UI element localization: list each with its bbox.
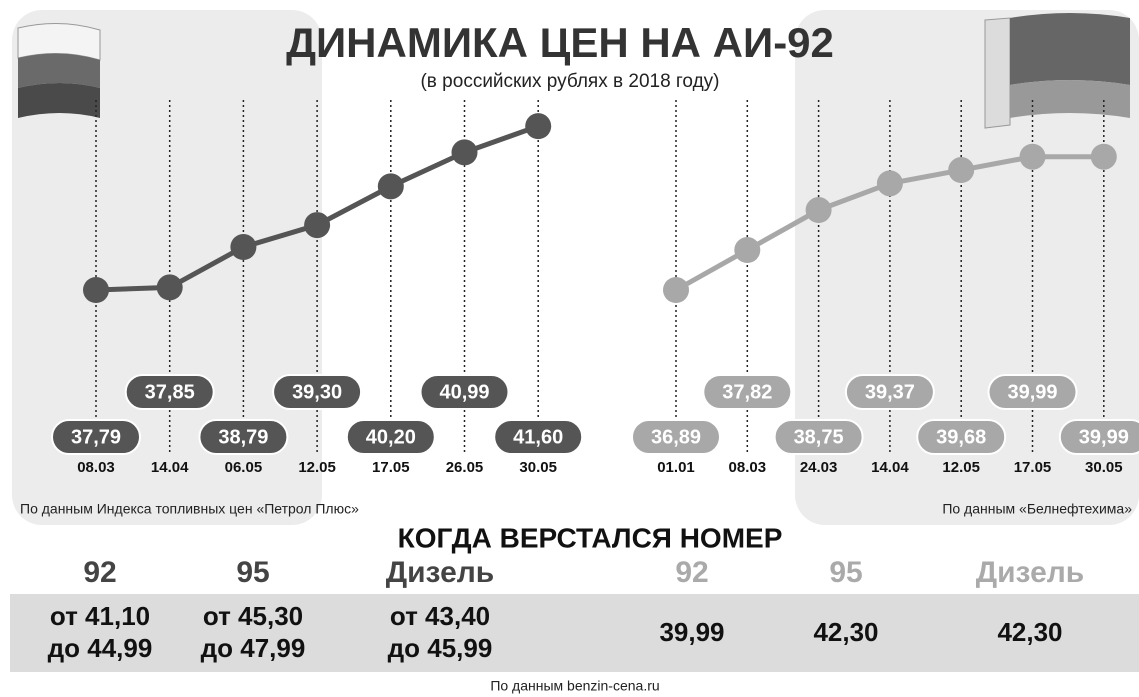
subtitle: (в российских рублях в 2018 году) <box>420 71 719 92</box>
point <box>877 170 903 196</box>
infographic: ДИНАМИКА ЦЕН НА АИ-92 (в российских рубл… <box>0 0 1139 697</box>
table-band <box>10 594 1139 672</box>
column-header: 95 <box>236 556 269 589</box>
x-tick-label: 17.05 <box>372 459 410 476</box>
x-tick-label: 30.05 <box>519 459 557 476</box>
cell-text: до 45,99 <box>388 633 493 663</box>
point <box>806 197 832 223</box>
point <box>663 277 689 303</box>
x-tick-label: 14.04 <box>151 459 189 476</box>
value-label: 41,60 <box>513 426 563 448</box>
x-tick-label: 30.05 <box>1085 459 1123 476</box>
title: ДИНАМИКА ЦЕН НА АИ-92 <box>286 19 834 66</box>
column-header: 92 <box>675 556 708 589</box>
x-tick-label: 08.03 <box>77 459 115 476</box>
value-label: 38,79 <box>218 426 268 448</box>
point <box>378 173 404 199</box>
cell-text: до 44,99 <box>48 633 153 663</box>
x-tick-label: 12.05 <box>942 459 980 476</box>
point <box>230 234 256 260</box>
column-header: 92 <box>83 556 116 589</box>
chart-source: По данным «Белнефтехима» <box>942 501 1132 517</box>
point <box>1091 144 1117 170</box>
point <box>948 157 974 183</box>
cell-text: до 47,99 <box>201 633 306 663</box>
column-header: 95 <box>829 556 862 589</box>
column-header: Дизель <box>976 556 1085 589</box>
point <box>157 274 183 300</box>
x-tick-label: 17.05 <box>1014 459 1052 476</box>
x-tick-label: 12.05 <box>298 459 336 476</box>
flag-belarus <box>985 13 1130 128</box>
cell-text: от 43,40 <box>390 601 490 631</box>
value-label: 39,68 <box>936 426 986 448</box>
value-label: 38,75 <box>794 426 844 448</box>
cell-text: от 45,30 <box>203 601 303 631</box>
table-title: КОГДА ВЕРСТАЛСЯ НОМЕР <box>398 522 783 553</box>
point <box>525 113 551 139</box>
point <box>452 139 478 165</box>
value-label: 39,99 <box>1079 426 1129 448</box>
value-label: 37,79 <box>71 426 121 448</box>
x-tick-label: 08.03 <box>729 459 767 476</box>
x-tick-label: 06.05 <box>225 459 263 476</box>
value-label: 40,99 <box>439 381 489 403</box>
value-label: 40,20 <box>366 426 416 448</box>
flag-russia <box>18 23 100 118</box>
point <box>83 277 109 303</box>
x-tick-label: 26.05 <box>446 459 484 476</box>
point <box>1020 144 1046 170</box>
value-label: 39,30 <box>292 381 342 403</box>
point <box>734 237 760 263</box>
value-label: 39,37 <box>865 381 915 403</box>
cell-text: от 41,10 <box>50 601 150 631</box>
value-label: 39,99 <box>1007 381 1057 403</box>
point <box>304 212 330 238</box>
x-tick-label: 14.04 <box>871 459 909 476</box>
cell-text: 42,30 <box>813 617 878 647</box>
x-tick-label: 24.03 <box>800 459 838 476</box>
value-label: 37,82 <box>722 381 772 403</box>
value-label: 36,89 <box>651 426 701 448</box>
chart-source: По данным Индекса топливных цен «Петрол … <box>20 501 359 517</box>
column-header: Дизель <box>386 556 495 589</box>
value-label: 37,85 <box>145 381 195 403</box>
cell-text: 42,30 <box>997 617 1062 647</box>
table-source: По данным benzin-cena.ru <box>490 678 659 694</box>
x-tick-label: 01.01 <box>657 459 695 476</box>
cell-text: 39,99 <box>659 617 724 647</box>
